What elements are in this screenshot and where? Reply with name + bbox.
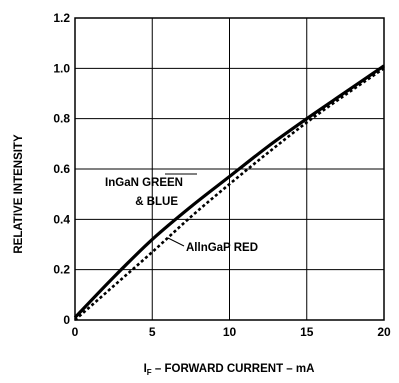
series-line-1 — [74, 67, 385, 321]
annotation-ingan-line1: InGaN GREEN — [105, 177, 183, 189]
x-axis-title-subscript: F — [147, 368, 152, 377]
annotation-ingan-line2: & BLUE — [135, 196, 178, 208]
annotation-allngap-pointer — [167, 237, 185, 247]
y-tick-label-1: 0.2 — [53, 263, 70, 277]
y-tick-label-4: 0.8 — [53, 112, 70, 126]
x-tick-label-4: 20 — [377, 325, 391, 339]
y-tick-labels: 0 0.2 0.4 0.6 0.8 1.0 1.2 — [53, 11, 70, 327]
annotation-allngap-label: AllnGaP RED — [186, 242, 258, 254]
plot-frame — [74, 17, 385, 321]
grid-lines — [75, 18, 384, 320]
y-tick-label-3: 0.6 — [53, 162, 70, 176]
series-lines — [73, 64, 385, 321]
series-line-0 — [73, 64, 385, 319]
y-tick-label-0: 0 — [63, 313, 70, 327]
x-tick-label-0: 0 — [72, 325, 79, 339]
x-axis-title-rest: – FORWARD CURRENT – mA — [152, 363, 315, 375]
x-tick-labels: 0 5 10 15 20 — [72, 325, 391, 339]
y-tick-label-2: 0.4 — [53, 212, 70, 226]
x-tick-label-1: 5 — [149, 325, 156, 339]
y-tick-label-6: 1.2 — [53, 11, 70, 25]
x-tick-label-3: 15 — [300, 325, 314, 339]
x-axis-title-main: I — [144, 363, 147, 375]
y-axis-title: RELATIVE INTENSITY — [13, 134, 25, 254]
y-tick-label-5: 1.0 — [53, 61, 70, 75]
x-axis-title: IF – FORWARD CURRENT – mA — [144, 363, 315, 377]
x-tick-label-2: 10 — [223, 325, 237, 339]
